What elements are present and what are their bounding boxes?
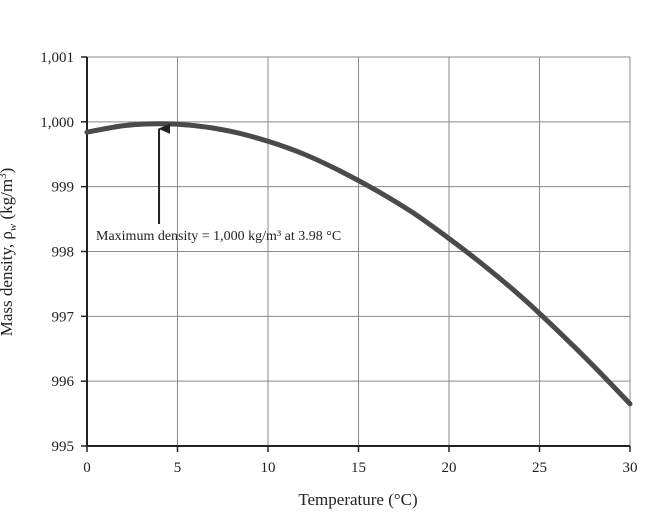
x-tick-label-10: 10 [261,460,276,476]
y-tick-label-997: 997 [52,309,75,325]
max-density-annotation: Maximum density = 1,000 kg/m³ at 3.98 °C [96,229,341,244]
y-axis-title-unit: (kg/m [0,179,16,224]
y-tick-label-996: 996 [52,374,75,390]
x-tick-label-20: 20 [442,460,457,476]
x-axis-title: Temperature (°C) [298,490,417,509]
x-tick-label-5: 5 [174,460,182,476]
y-tick-label-999: 999 [52,180,75,196]
y-tick-label-1001: 1,001 [40,50,74,66]
y-tick-label-1000: 1,000 [40,115,74,131]
y-axis-title-close: ) [0,168,16,174]
y-axis-title-subscript: w [7,223,19,231]
y-axis-title: Mass density, ρw (kg/m3) [0,168,19,337]
density-curve-line [84,121,633,407]
x-tick-label-15: 15 [351,460,366,476]
x-tick-label-30: 30 [623,460,638,476]
grid-lines [86,56,631,447]
y-axis-title-superscript: 3 [0,173,9,179]
axes [81,56,631,452]
y-axis-title-main: Mass density, ρ [0,231,16,336]
y-tick-label-995: 995 [52,439,75,455]
tick-labels: 0 5 10 15 20 25 30 995 996 997 998 999 1,000 1,001 [40,50,637,476]
y-tick-label-998: 998 [52,245,75,261]
x-tick-label-25: 25 [532,460,547,476]
x-tick-label-0: 0 [83,460,91,476]
